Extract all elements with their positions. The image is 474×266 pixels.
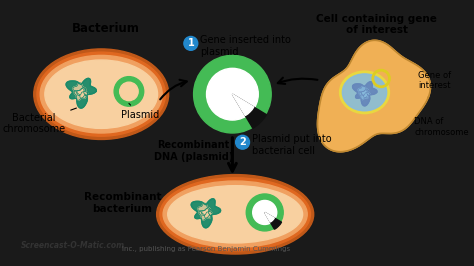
Text: 1: 1 (187, 38, 194, 48)
Ellipse shape (163, 181, 307, 248)
Ellipse shape (342, 74, 387, 111)
Text: Screencast-O-Matic.com: Screencast-O-Matic.com (21, 241, 125, 250)
Ellipse shape (339, 71, 390, 114)
Text: Recombinant
DNA (plasmid): Recombinant DNA (plasmid) (154, 140, 233, 162)
Wedge shape (265, 213, 282, 229)
Circle shape (184, 36, 198, 50)
Ellipse shape (37, 52, 165, 136)
Polygon shape (358, 85, 369, 96)
Ellipse shape (40, 55, 162, 133)
Text: Recombinant
bacterium: Recombinant bacterium (84, 192, 161, 214)
Polygon shape (353, 82, 377, 106)
Circle shape (193, 55, 271, 133)
Circle shape (253, 201, 277, 225)
Circle shape (114, 77, 144, 106)
Polygon shape (318, 40, 430, 152)
Text: Gene inserted into
plasmid: Gene inserted into plasmid (200, 35, 291, 57)
Ellipse shape (45, 60, 157, 128)
Circle shape (246, 194, 283, 231)
Polygon shape (74, 88, 86, 100)
Polygon shape (198, 203, 210, 216)
Wedge shape (265, 213, 274, 222)
Ellipse shape (168, 186, 302, 243)
Circle shape (207, 68, 258, 120)
Text: Bacterium: Bacterium (72, 22, 140, 35)
Circle shape (119, 82, 138, 101)
Circle shape (236, 135, 249, 149)
Text: DNA of
chromosome: DNA of chromosome (414, 117, 469, 137)
Text: Bacterial
chromosome: Bacterial chromosome (2, 108, 76, 134)
Polygon shape (361, 89, 370, 98)
Text: Plasmid put into
bacterial cell: Plasmid put into bacterial cell (252, 134, 331, 156)
Polygon shape (199, 209, 210, 220)
Ellipse shape (160, 178, 310, 251)
Text: Inc., publishing as Pearson Benjamin Cummings: Inc., publishing as Pearson Benjamin Cum… (122, 246, 291, 252)
Polygon shape (359, 90, 369, 99)
Text: 2: 2 (239, 137, 246, 147)
Polygon shape (191, 199, 220, 228)
Polygon shape (73, 83, 86, 96)
Wedge shape (232, 94, 266, 128)
Polygon shape (202, 208, 212, 218)
Text: Cell containing gene
of interest: Cell containing gene of interest (316, 14, 437, 35)
Ellipse shape (34, 49, 169, 139)
Ellipse shape (156, 174, 314, 254)
Polygon shape (66, 78, 96, 108)
Polygon shape (77, 88, 88, 98)
Text: Plasmid: Plasmid (121, 103, 159, 120)
Text: Gene of
interest: Gene of interest (418, 71, 451, 90)
Wedge shape (232, 94, 254, 116)
